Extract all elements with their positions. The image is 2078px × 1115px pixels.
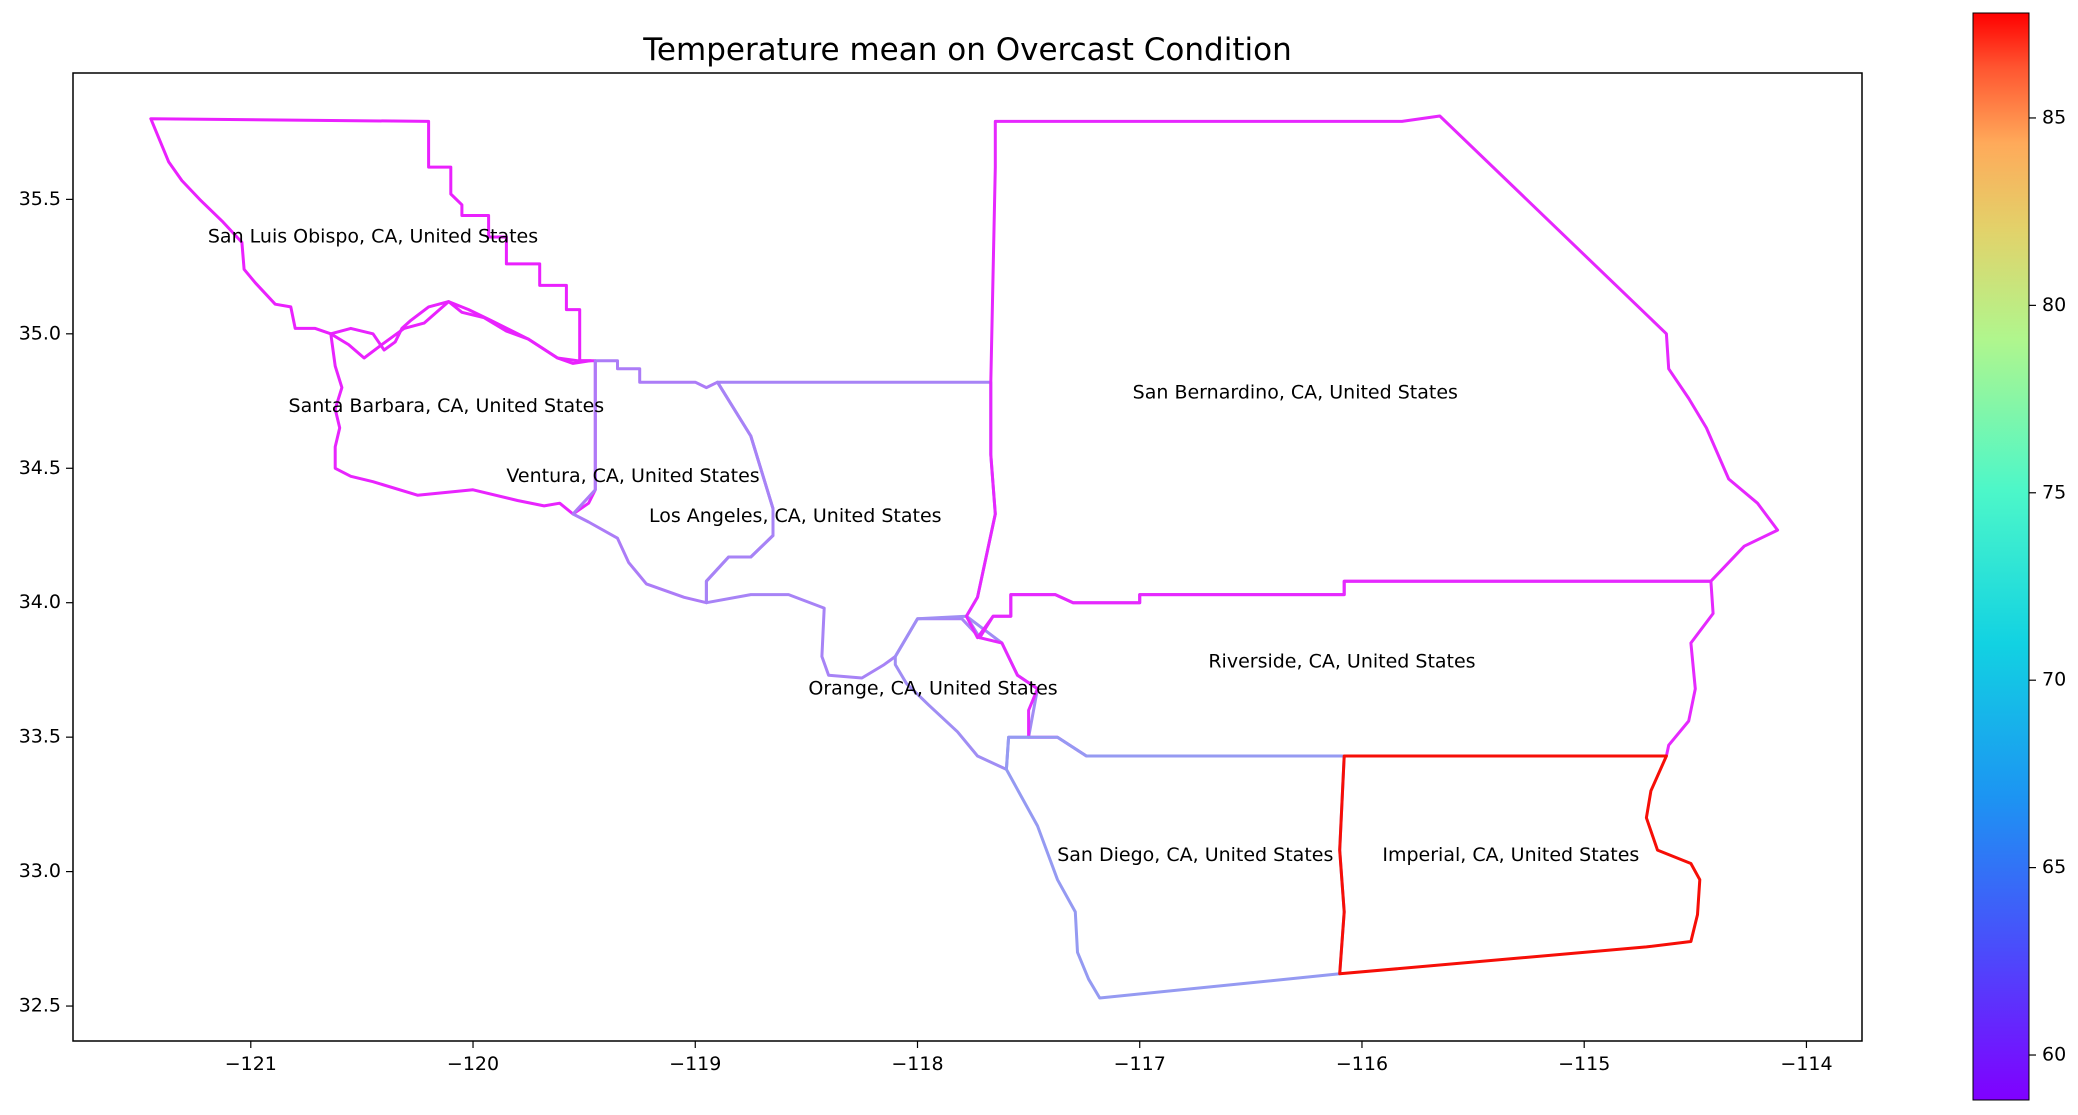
colorbar-tick-label: 60 — [2042, 1044, 2066, 1066]
county-label: San Diego, CA, United States — [1057, 844, 1333, 866]
x-tick-label: −116 — [1336, 1053, 1388, 1075]
county-boundary — [1338, 754, 1702, 976]
map-axes-frame — [72, 72, 1863, 1042]
colorbar-tick-label: 70 — [2042, 669, 2066, 691]
county-boundaries — [149, 114, 1780, 1000]
y-axis: 32.5 33.0 33.5 34.0 34.5 35.0 35.5 — [19, 188, 73, 1017]
county-label: Riverside, CA, United States — [1208, 650, 1475, 672]
y-tick-label: 34.5 — [19, 457, 61, 479]
x-axis: −121 −120 −119 −118 −117 −116 −115 −114 — [225, 1041, 1833, 1075]
colorbar — [1972, 12, 2030, 1101]
x-tick-label: −119 — [669, 1053, 721, 1075]
colorbar-tick-label: 75 — [2042, 481, 2066, 503]
county-boundary — [978, 579, 1715, 758]
colorbar-tick-label: 80 — [2042, 294, 2066, 316]
chart-title: Temperature mean on Overcast Condition — [642, 32, 1291, 68]
county-label: San Luis Obispo, CA, United States — [208, 226, 538, 248]
county-label: Los Angeles, CA, United States — [649, 505, 942, 527]
y-tick-label: 33.0 — [19, 860, 61, 882]
county-label: Santa Barbara, CA, United States — [289, 395, 605, 417]
x-tick-label: −117 — [1114, 1053, 1166, 1075]
county-label: Orange, CA, United States — [808, 677, 1057, 699]
colorbar-tick-label: 85 — [2042, 106, 2066, 128]
county-label: San Bernardino, CA, United States — [1133, 381, 1458, 403]
county-boundary — [1004, 735, 1346, 1000]
x-tick-label: −121 — [225, 1053, 277, 1075]
y-tick-label: 34.0 — [19, 591, 61, 613]
colorbar-tick-label: 65 — [2042, 856, 2066, 878]
county-label: Imperial, CA, United States — [1382, 844, 1639, 866]
x-tick-label: −115 — [1558, 1053, 1610, 1075]
y-tick-label: 35.5 — [19, 188, 61, 210]
x-tick-label: −118 — [891, 1053, 943, 1075]
y-tick-label: 32.5 — [19, 995, 61, 1017]
county-label: Ventura, CA, United States — [506, 465, 759, 487]
county-boundary — [964, 114, 1780, 640]
x-tick-label: −120 — [447, 1053, 499, 1075]
y-tick-label: 35.0 — [19, 322, 61, 344]
county-boundary — [704, 380, 997, 680]
county-labels: San Luis Obispo, CA, United States Santa … — [208, 226, 1639, 866]
x-tick-label: −114 — [1780, 1053, 1832, 1075]
colorbar-ticks: 60 65 70 75 80 85 — [2029, 106, 2066, 1066]
y-tick-label: 33.5 — [19, 726, 61, 748]
